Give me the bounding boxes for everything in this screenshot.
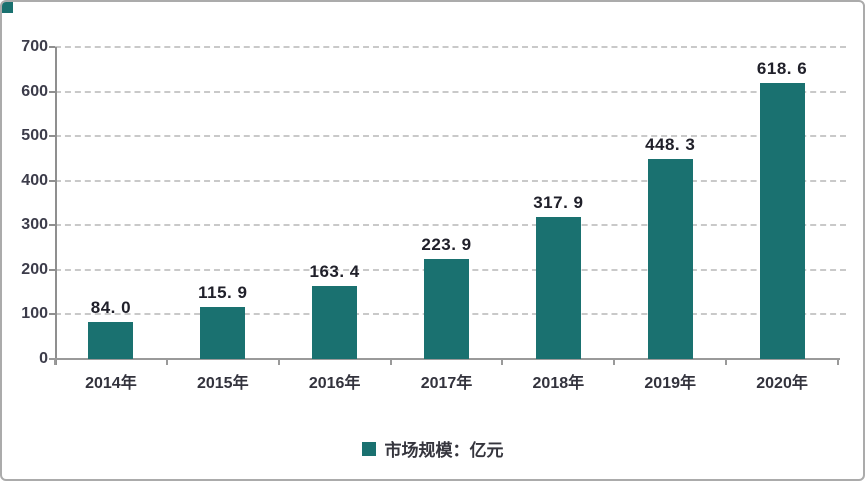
x-tick-label: 2014年 xyxy=(85,375,137,392)
bar xyxy=(312,286,358,359)
y-tick-label: 500 xyxy=(21,127,48,145)
bar-value-label: 163. 4 xyxy=(309,262,360,282)
bar-value-label: 84. 0 xyxy=(90,297,132,317)
y-tick-label: 300 xyxy=(21,216,48,234)
x-tick-label: 2015年 xyxy=(196,375,249,392)
y-tick-label: 600 xyxy=(21,82,48,100)
x-axis-line xyxy=(49,358,840,360)
legend-swatch xyxy=(361,441,376,456)
x-tick-label: 2020年 xyxy=(756,375,808,392)
corner-chip xyxy=(2,2,13,13)
y-tick-label: 700 xyxy=(21,38,48,55)
gridline xyxy=(55,179,846,182)
y-tick-label: 200 xyxy=(21,260,48,278)
y-axis-tick xyxy=(49,179,55,182)
y-tick-label: 400 xyxy=(21,171,48,189)
x-axis-tick xyxy=(277,359,280,365)
x-tick-label: 2019年 xyxy=(644,375,696,392)
x-tick-label: 2017年 xyxy=(420,375,473,392)
legend-label: 市场规模：亿元 xyxy=(384,441,504,460)
gridline xyxy=(55,224,846,227)
bar xyxy=(759,83,805,359)
x-axis-tick xyxy=(837,359,839,365)
bar-value-label: 115. 9 xyxy=(198,283,248,303)
gridline xyxy=(55,90,846,93)
x-tick-label: 2016年 xyxy=(308,375,361,392)
bar xyxy=(200,307,246,359)
x-tick-label: 2018年 xyxy=(532,375,585,392)
y-axis-line xyxy=(55,47,57,365)
bar-value-label: 317. 9 xyxy=(533,193,584,213)
bar xyxy=(88,321,134,359)
x-axis-tick xyxy=(389,359,392,365)
bar xyxy=(424,259,469,359)
x-axis-tick xyxy=(501,359,504,365)
y-tick-label: 100 xyxy=(21,305,48,323)
y-axis-tick xyxy=(49,224,55,227)
bar-value-label: 618. 6 xyxy=(756,59,808,79)
gridline xyxy=(55,135,846,138)
y-axis-tick xyxy=(49,268,55,271)
bar-value-label: 223. 9 xyxy=(421,235,472,255)
gridline xyxy=(55,46,846,48)
bar xyxy=(535,217,581,359)
x-axis-tick xyxy=(613,359,616,365)
x-axis-tick xyxy=(54,359,56,365)
bar-value-label: 448. 3 xyxy=(645,135,696,155)
y-axis-tick xyxy=(49,313,55,316)
y-axis-tick xyxy=(49,90,55,93)
y-axis-tick xyxy=(49,46,55,48)
legend: 市场规模：亿元 xyxy=(361,436,504,461)
x-axis-tick xyxy=(725,359,728,365)
x-axis-tick xyxy=(165,359,168,365)
y-tick-label: 0 xyxy=(39,350,48,367)
y-axis-tick xyxy=(49,135,55,138)
bar xyxy=(647,159,693,359)
